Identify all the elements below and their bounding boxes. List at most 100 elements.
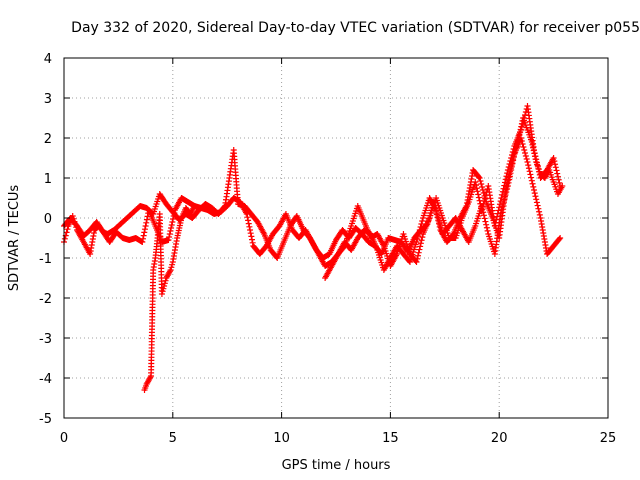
data-point-fill bbox=[433, 210, 440, 216]
y-tick-label: -5 bbox=[39, 412, 52, 427]
data-point-fill bbox=[554, 173, 561, 180]
data-point-fill bbox=[435, 216, 442, 222]
y-tick-label: 0 bbox=[44, 212, 52, 227]
data-point-fill bbox=[552, 161, 559, 168]
data-point-fill bbox=[501, 195, 508, 201]
data-point bbox=[472, 179, 479, 185]
data-point-fill bbox=[437, 225, 444, 231]
data-point-fill bbox=[532, 193, 539, 200]
data-point-fill bbox=[525, 165, 532, 172]
data-point-fill bbox=[143, 216, 150, 223]
data-point-fill bbox=[143, 219, 150, 226]
plot-frame bbox=[63, 57, 609, 419]
data-point-fill bbox=[479, 184, 486, 190]
data-point-fill bbox=[418, 237, 425, 244]
y-tick-label: 4 bbox=[44, 52, 52, 67]
data-point-fill bbox=[417, 243, 424, 250]
data-point-fill bbox=[522, 150, 529, 156]
data-point-fill bbox=[521, 115, 528, 121]
data-point-fill bbox=[536, 208, 543, 215]
data-point-fill bbox=[140, 232, 147, 239]
data-point-fill bbox=[419, 218, 426, 224]
axis-ticks: 0 5 10 15 20 25 -5 -4 -3 -2 -1 0 1 2 3 4 bbox=[39, 52, 616, 446]
data-point-fill bbox=[552, 164, 559, 171]
data-point-fill bbox=[532, 153, 539, 160]
data-point-fill bbox=[510, 157, 517, 164]
data-point-fill bbox=[437, 222, 444, 228]
data-point-fill bbox=[61, 235, 68, 242]
data-point-fill bbox=[415, 249, 422, 256]
data-point-fill bbox=[499, 204, 506, 210]
data-point bbox=[498, 207, 505, 213]
data-point-fill bbox=[64, 226, 71, 233]
data-point-fill bbox=[169, 219, 176, 225]
data-point-fill bbox=[528, 174, 535, 181]
data-point-fill bbox=[170, 213, 177, 219]
data-point bbox=[167, 267, 174, 273]
data-point-fill bbox=[533, 196, 540, 203]
data-point-fill bbox=[474, 188, 481, 195]
data-point-fill bbox=[531, 150, 538, 157]
data-point-fill bbox=[482, 195, 489, 201]
data-point-fill bbox=[522, 153, 529, 159]
data-point-fill bbox=[520, 144, 527, 150]
data-point-fill bbox=[147, 374, 154, 381]
data-point bbox=[413, 239, 420, 245]
data-point-fill bbox=[63, 229, 70, 236]
data-point-fill bbox=[473, 185, 480, 192]
data-point-fill bbox=[166, 268, 173, 275]
data-point-fill bbox=[508, 167, 515, 173]
data-point-fill bbox=[530, 183, 537, 190]
data-point-fill bbox=[500, 198, 507, 204]
data-point bbox=[504, 183, 511, 189]
data-point-fill bbox=[529, 180, 536, 187]
data-point bbox=[161, 283, 168, 289]
data-point bbox=[165, 237, 172, 243]
data-point-fill bbox=[142, 223, 149, 229]
data-point bbox=[524, 159, 531, 165]
data-point-fill bbox=[166, 231, 173, 237]
data-point bbox=[243, 211, 250, 217]
data-point-fill bbox=[436, 219, 443, 225]
data-point-fill bbox=[159, 288, 166, 295]
data-point-fill bbox=[169, 261, 176, 268]
data-point-fill bbox=[249, 239, 256, 246]
data-point bbox=[550, 155, 557, 161]
data-point-fill bbox=[555, 176, 562, 183]
data-point-fill bbox=[536, 168, 543, 175]
data-point-fill bbox=[483, 221, 490, 228]
data-point bbox=[191, 203, 198, 209]
data-point-fill bbox=[519, 121, 526, 127]
data-point-fill bbox=[419, 234, 426, 241]
data-point-fill bbox=[246, 223, 253, 230]
data-point-fill bbox=[167, 228, 174, 234]
data-point bbox=[413, 259, 420, 265]
data-point-fill bbox=[414, 255, 421, 262]
data-point-fill bbox=[525, 162, 532, 169]
data-point-fill bbox=[168, 264, 175, 271]
x-tick-label: 20 bbox=[491, 431, 508, 446]
data-point bbox=[557, 183, 564, 189]
data-point-fill bbox=[554, 170, 561, 177]
data-point-fill bbox=[533, 159, 540, 166]
data-point-fill bbox=[556, 236, 563, 242]
data-point-fill bbox=[171, 210, 178, 216]
data-point-fill bbox=[416, 246, 423, 253]
data-point-fill bbox=[478, 181, 485, 187]
data-point bbox=[139, 239, 146, 245]
data-point-fill bbox=[535, 205, 542, 212]
y-axis-label: SDTVAR / TECUs bbox=[7, 185, 22, 292]
x-tick-label: 0 bbox=[60, 431, 68, 446]
data-marks bbox=[61, 103, 566, 393]
data-point bbox=[478, 203, 485, 209]
data-point-fill bbox=[480, 212, 487, 219]
data-point-fill bbox=[244, 214, 251, 221]
data-point bbox=[517, 135, 524, 141]
data-point-fill bbox=[510, 154, 517, 161]
data-point-fill bbox=[553, 167, 560, 174]
y-tick-label: -1 bbox=[39, 252, 52, 267]
data-point-fill bbox=[536, 211, 543, 218]
data-point bbox=[433, 207, 440, 213]
data-point-fill bbox=[414, 236, 421, 242]
